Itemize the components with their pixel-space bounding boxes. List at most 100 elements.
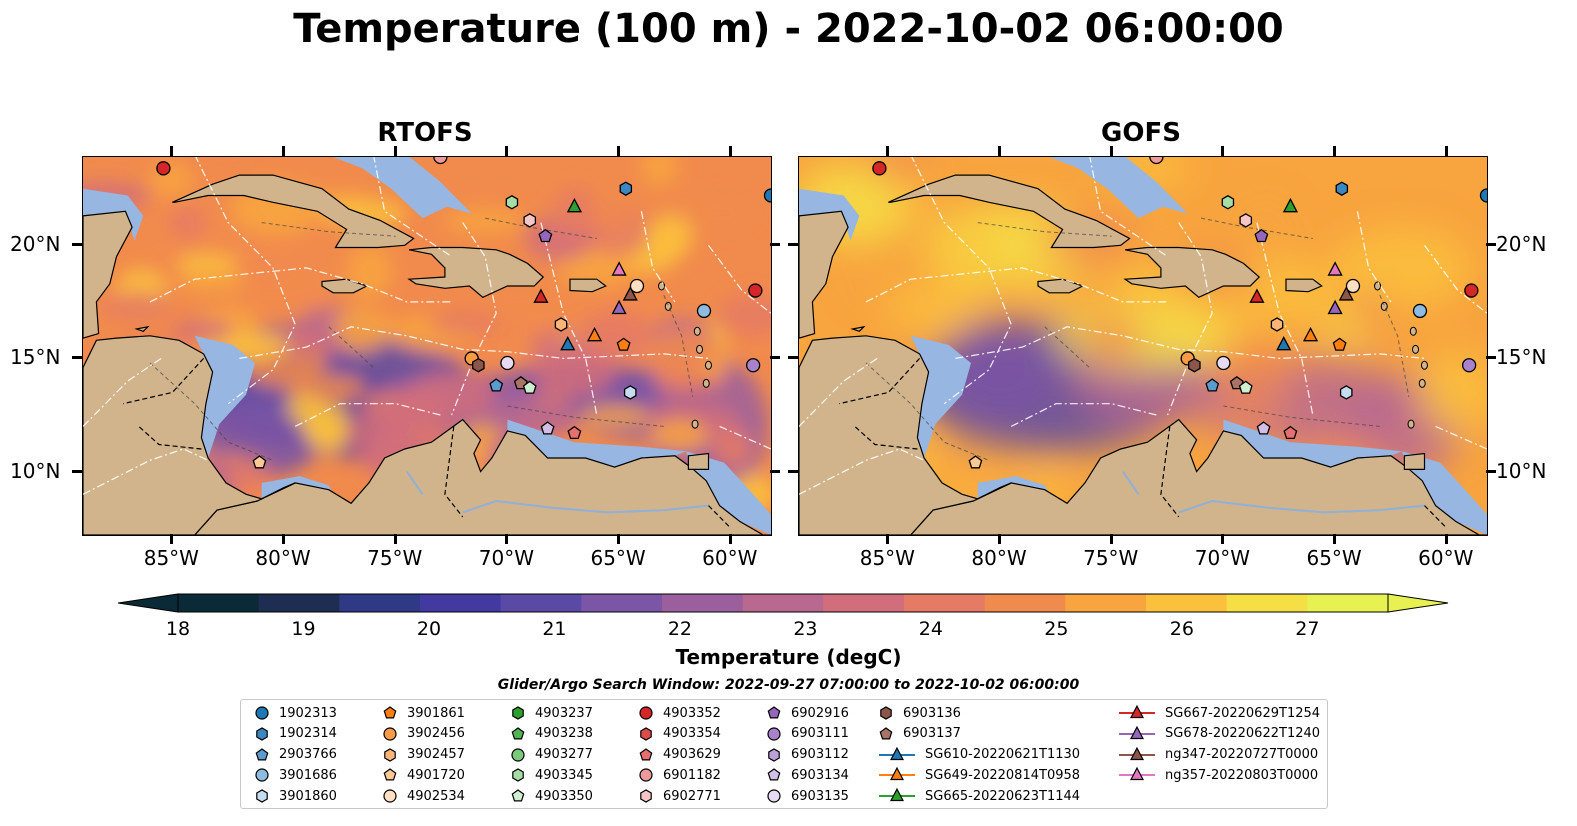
- observation-4903352[interactable]: [748, 283, 763, 298]
- observation-4903345[interactable]: [505, 195, 519, 210]
- observation-1902314[interactable]: [619, 181, 633, 196]
- legend-label: 3901686: [279, 767, 337, 783]
- observation-4903350[interactable]: [1238, 380, 1253, 394]
- observation-ng347-20220727T0000[interactable]: [1338, 286, 1354, 301]
- circle-icon: [639, 768, 653, 782]
- observation-6902771[interactable]: [523, 213, 537, 228]
- observation-6901182[interactable]: [433, 157, 448, 165]
- observation-6902771[interactable]: [1239, 213, 1253, 228]
- observation-4902534[interactable]: [629, 278, 645, 294]
- legend-item: 6903111: [765, 724, 849, 744]
- observation-SG649-20220814T0958[interactable]: [586, 326, 603, 342]
- observation-4903352[interactable]: [872, 161, 887, 176]
- observation-4903345[interactable]: [1221, 195, 1235, 210]
- observation-ng347-20220727T0000[interactable]: [622, 286, 638, 301]
- colorbar-segment: [904, 594, 986, 612]
- observation-1902313[interactable]: [1479, 188, 1488, 203]
- observation-SG678-20220622T1240[interactable]: [611, 299, 627, 315]
- observation-2903766[interactable]: [1205, 378, 1220, 392]
- observation-3901860[interactable]: [623, 385, 637, 400]
- observation-ng357-20220803T0000[interactable]: [1327, 261, 1343, 276]
- observation-6903111[interactable]: [745, 358, 761, 373]
- hexagon-icon: [256, 727, 268, 741]
- x-tick-mark: [617, 146, 621, 156]
- legend-label: 3901860: [279, 788, 337, 804]
- observation-SG610-20220621T1130[interactable]: [1276, 335, 1292, 351]
- legend-item: 4903238: [509, 724, 593, 744]
- observation-SG649-20220814T0958[interactable]: [1302, 326, 1319, 342]
- colorbar-label: Temperature (degC): [675, 645, 902, 669]
- observation-4901720[interactable]: [252, 455, 267, 469]
- legend-label: 4901720: [407, 767, 465, 783]
- legend-label: 2903766: [279, 747, 337, 763]
- observation-SG610-20220621T1130[interactable]: [560, 335, 576, 351]
- colorbar-segment: [662, 594, 744, 612]
- observation-6903136[interactable]: [472, 357, 485, 373]
- legend-item: 4903350: [509, 786, 593, 806]
- tick-label: 80°W: [255, 546, 311, 570]
- y-tick-mark: [72, 356, 82, 360]
- observation-4903352[interactable]: [1464, 283, 1479, 298]
- observation-4903629[interactable]: [567, 425, 582, 440]
- tick-label: 10°N: [10, 458, 61, 483]
- x-tick-mark: [1109, 534, 1113, 544]
- observation-ng357-20220803T0000[interactable]: [611, 261, 627, 276]
- observation-6902916[interactable]: [1254, 228, 1269, 243]
- x-tick-mark: [1333, 146, 1337, 156]
- pentagon-icon: [511, 727, 525, 740]
- observation-3901861[interactable]: [616, 337, 631, 351]
- legend-label: SG667-20220629T1254: [1165, 705, 1321, 721]
- observation-4903352[interactable]: [156, 161, 171, 176]
- observation-1902313[interactable]: [763, 188, 772, 203]
- observation-4903350[interactable]: [522, 380, 537, 394]
- observation-4901720[interactable]: [968, 455, 983, 469]
- observation-1902314[interactable]: [1335, 181, 1349, 196]
- triangle-line-icon: [1119, 725, 1155, 739]
- observation-3901686[interactable]: [696, 303, 712, 319]
- observation-3901686[interactable]: [1412, 303, 1428, 319]
- pentagon-icon: [639, 747, 653, 761]
- legend-item: SG667-20220629T1254: [1117, 703, 1320, 723]
- observation-6903135[interactable]: [1216, 355, 1231, 371]
- colorbar-tick-label: 18: [165, 618, 191, 640]
- observation-3901860[interactable]: [1339, 385, 1353, 400]
- legend-label: 6903134: [791, 767, 849, 783]
- legend-label: SG610-20220621T1130: [925, 747, 1081, 763]
- observation-3901861[interactable]: [1332, 337, 1347, 351]
- observation-6901182[interactable]: [1149, 157, 1164, 165]
- legend-item: 6901182: [637, 765, 721, 785]
- colorbar-tick-label: 19: [291, 618, 316, 640]
- observation-3902457[interactable]: [1270, 317, 1284, 332]
- y-tick-mark: [788, 243, 798, 247]
- observation-6903135[interactable]: [500, 355, 515, 371]
- triangle-line-icon: [879, 767, 915, 781]
- observation-SG665-20220623T1144[interactable]: [1282, 197, 1299, 213]
- observation-SG667-20220629T1254[interactable]: [533, 288, 549, 303]
- observation-4903629[interactable]: [1283, 425, 1298, 440]
- map-panel-rtofs[interactable]: [82, 156, 772, 536]
- observation-SG678-20220622T1240[interactable]: [1327, 299, 1343, 315]
- observation-SG667-20220629T1254[interactable]: [1249, 288, 1265, 303]
- map-panel-gofs[interactable]: [798, 156, 1488, 536]
- observation-6903134[interactable]: [540, 421, 555, 435]
- observation-SG665-20220623T1144[interactable]: [566, 197, 583, 213]
- colorbar-segment: [178, 594, 260, 612]
- x-tick-mark: [282, 146, 286, 156]
- observation-6903134[interactable]: [1256, 421, 1271, 435]
- observation-6903111[interactable]: [1461, 358, 1477, 373]
- legend-label: 3902456: [407, 726, 465, 742]
- observation-4902534[interactable]: [1345, 278, 1361, 294]
- hexagon-icon: [512, 706, 524, 720]
- observation-3902457[interactable]: [554, 317, 568, 332]
- circle-icon: [255, 706, 269, 720]
- legend-label: SG649-20220814T0958: [925, 767, 1081, 783]
- tick-label: 15°N: [1496, 345, 1547, 370]
- y-tick-mark: [1486, 469, 1496, 473]
- legend-label: ng357-20220803T0000: [1165, 767, 1319, 783]
- observation-6903136[interactable]: [1188, 357, 1201, 373]
- y-tick-mark: [788, 356, 798, 360]
- circle-icon: [767, 789, 781, 803]
- observation-6902916[interactable]: [538, 228, 553, 243]
- observation-2903766[interactable]: [489, 378, 504, 392]
- legend-item: 4902534: [381, 786, 465, 806]
